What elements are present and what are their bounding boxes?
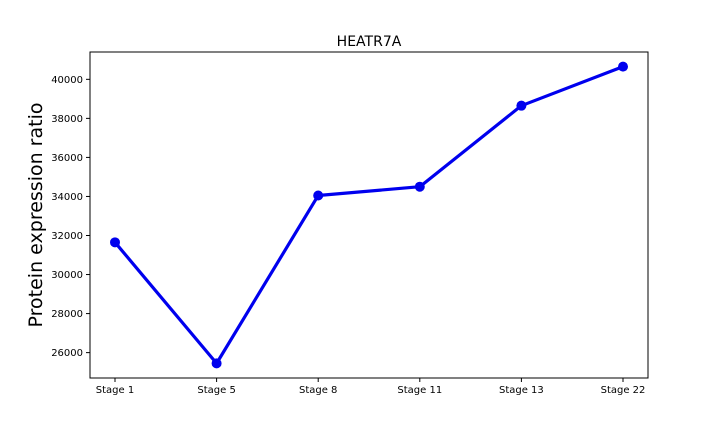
y-tick-label: 34000 bbox=[51, 192, 83, 203]
x-tick-label: Stage 8 bbox=[299, 385, 337, 396]
data-point bbox=[211, 358, 222, 369]
x-tick-label: Stage 22 bbox=[601, 385, 646, 396]
y-tick-label: 28000 bbox=[51, 309, 83, 320]
y-tick-label: 26000 bbox=[51, 348, 83, 359]
data-point bbox=[618, 61, 628, 72]
data-point bbox=[313, 190, 324, 201]
y-tick-label: 32000 bbox=[51, 231, 83, 242]
plot-frame bbox=[89, 51, 649, 379]
y-tick-label: 30000 bbox=[51, 270, 83, 281]
data-point bbox=[414, 181, 425, 192]
data-point bbox=[516, 100, 527, 111]
y-tick-label: 38000 bbox=[51, 114, 83, 125]
y-axis-label: Protein expression ratio bbox=[25, 103, 47, 328]
x-tick-label: Stage 5 bbox=[197, 385, 235, 396]
chart-title: HEATR7A bbox=[337, 34, 402, 50]
plot-area: Stage 1 Stage 5 Stage 8 Stage 11 Stage 13 Sta… bbox=[51, 51, 649, 396]
x-tick-label: Stage 1 bbox=[96, 385, 134, 396]
x-tick-label: Stage 13 bbox=[499, 385, 544, 396]
data-point bbox=[110, 237, 120, 248]
series-line bbox=[113, 65, 624, 365]
x-tick-label: Stage 11 bbox=[397, 385, 442, 396]
y-tick-label: 40000 bbox=[51, 75, 83, 86]
y-tick-label: 36000 bbox=[51, 153, 83, 164]
